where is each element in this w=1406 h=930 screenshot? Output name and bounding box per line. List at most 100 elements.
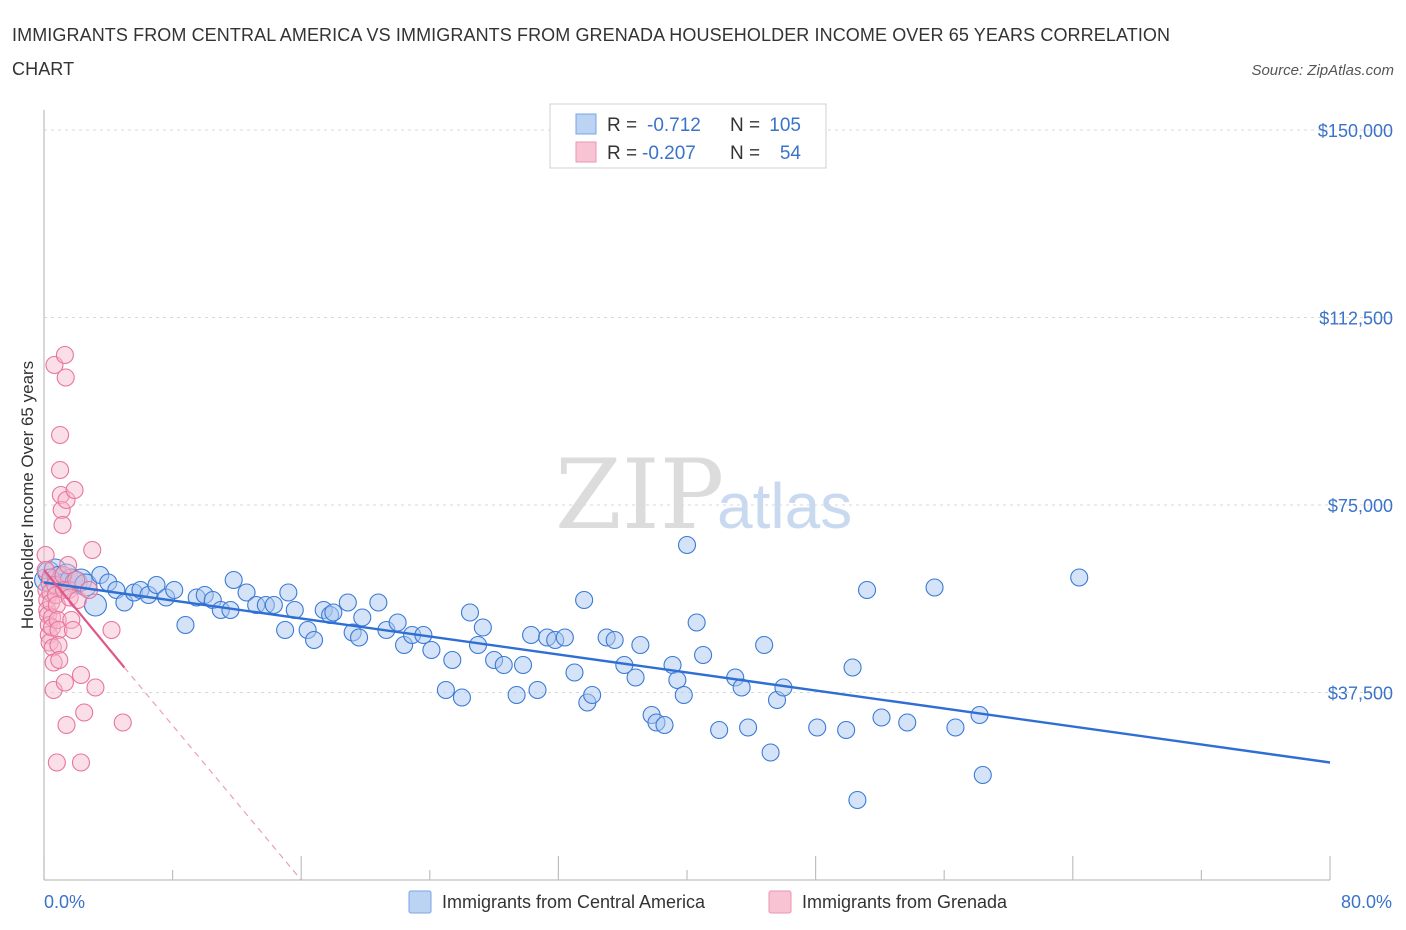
data-point-central-america [739, 718, 758, 737]
legend-n-label-2: N = [730, 143, 760, 164]
watermark-zip: ZIP [555, 439, 724, 551]
data-point-central-america [494, 655, 513, 675]
data-point-grenada [71, 753, 91, 772]
bottom-legend-label-grenada: Immigrants from Grenada [802, 892, 1008, 912]
data-point-central-america [694, 645, 713, 665]
data-point-central-america [176, 615, 195, 635]
bottom-legend-swatch-central-america [408, 890, 432, 914]
data-point-central-america [443, 650, 462, 670]
data-point-central-america [898, 713, 917, 732]
data-point-central-america [872, 708, 891, 727]
data-point-central-america [460, 603, 480, 622]
data-point-central-america [710, 720, 729, 740]
data-point-central-america [761, 743, 780, 762]
data-point-central-america [165, 580, 184, 600]
data-point-central-america [324, 603, 343, 622]
data-point-central-america [575, 590, 594, 610]
data-point-central-america [687, 613, 706, 632]
data-point-grenada [75, 703, 94, 722]
data-point-grenada [113, 713, 132, 732]
data-point-central-america [264, 595, 283, 615]
y-axis-label: Householder Income Over 65 years [18, 361, 37, 629]
trend-line-central-america [43, 581, 1331, 764]
trend-lines [43, 569, 1331, 881]
data-point-central-america [848, 790, 867, 810]
data-point-central-america [473, 618, 492, 637]
data-point-central-america [925, 578, 944, 597]
data-point-grenada [59, 555, 78, 575]
y-tick-label: $112,500 [1319, 309, 1393, 329]
data-point-central-america [513, 655, 533, 675]
data-point-central-america [857, 580, 877, 600]
data-point-grenada [48, 610, 67, 630]
legend-n-label-1: N = [730, 115, 760, 136]
data-point-central-america [583, 685, 602, 705]
data-point-central-america [674, 685, 693, 705]
series-grenada [36, 345, 132, 772]
data-point-central-america [837, 720, 856, 740]
data-point-central-america [224, 570, 243, 590]
data-point-central-america [655, 715, 674, 735]
data-point-grenada [47, 753, 66, 772]
y-tick-label: $75,000 [1328, 496, 1393, 516]
data-point-grenada [51, 485, 70, 505]
y-tick-label: $37,500 [1328, 684, 1393, 704]
data-point-grenada [50, 650, 69, 670]
data-point-central-america [507, 685, 526, 705]
chart-title: IMMIGRANTS FROM CENTRAL AMERICA VS IMMIG… [12, 25, 1171, 79]
data-point-central-america [353, 608, 372, 627]
data-point-grenada [65, 480, 84, 500]
data-point-central-america [946, 718, 965, 737]
correlation-legend: R = -0.712 N = 105 R = -0.207 N = 54 [549, 103, 827, 169]
trend-line-grenada-extension [123, 667, 302, 881]
data-point-central-america [305, 630, 324, 650]
x-tick-label-max: 80.0% [1341, 892, 1392, 912]
data-point-grenada [63, 620, 82, 640]
data-point-grenada [71, 665, 91, 685]
data-point-grenada [51, 425, 70, 445]
data-point-grenada [53, 515, 72, 535]
data-point-central-america [350, 628, 369, 647]
data-point-central-america [338, 593, 357, 612]
data-point-grenada [49, 620, 68, 640]
data-point-central-america [677, 535, 697, 555]
data-point-central-america [755, 635, 774, 655]
data-point-central-america [369, 593, 388, 612]
data-point-central-america [626, 668, 645, 687]
data-point-grenada [51, 460, 70, 480]
legend-r-label-2: R = [607, 143, 637, 164]
legend-r-value-2: -0.207 [642, 143, 696, 164]
trend-line-grenada [43, 569, 126, 669]
source-label: Source: ZipAtlas.com [1251, 62, 1394, 79]
legend-n-value-1: 105 [769, 115, 801, 136]
watermark-atlas: atlas [717, 470, 852, 542]
data-point-central-america [388, 613, 407, 632]
y-tick-labels: $37,500 $75,000 $112,500 $150,000 [1318, 121, 1393, 704]
bottom-legend-label-central-america: Immigrants from Central America [442, 892, 706, 912]
x-ticks [43, 856, 1331, 880]
gridlines [44, 129, 1392, 693]
y-tick-label: $150,000 [1318, 121, 1393, 141]
data-point-grenada [86, 678, 105, 697]
data-point-central-america [565, 663, 584, 682]
data-point-grenada [102, 620, 121, 640]
data-point-central-america [436, 680, 455, 700]
data-point-grenada [52, 500, 71, 520]
data-point-grenada [49, 635, 68, 655]
data-point-grenada [55, 673, 74, 692]
x-tick-label-min: 0.0% [44, 892, 85, 912]
legend-swatch-grenada [575, 141, 597, 163]
data-point-grenada [67, 570, 86, 590]
data-point-grenada [56, 368, 75, 387]
data-point-grenada [57, 715, 76, 735]
data-point-central-america [555, 628, 574, 647]
series-central-america [34, 535, 1089, 810]
data-point-central-america [276, 620, 295, 640]
data-point-central-america [422, 640, 441, 660]
data-point-central-america [147, 575, 166, 595]
data-point-central-america [279, 583, 298, 602]
data-point-central-america [528, 680, 547, 700]
data-point-central-america [631, 635, 650, 655]
data-point-grenada [83, 540, 102, 560]
